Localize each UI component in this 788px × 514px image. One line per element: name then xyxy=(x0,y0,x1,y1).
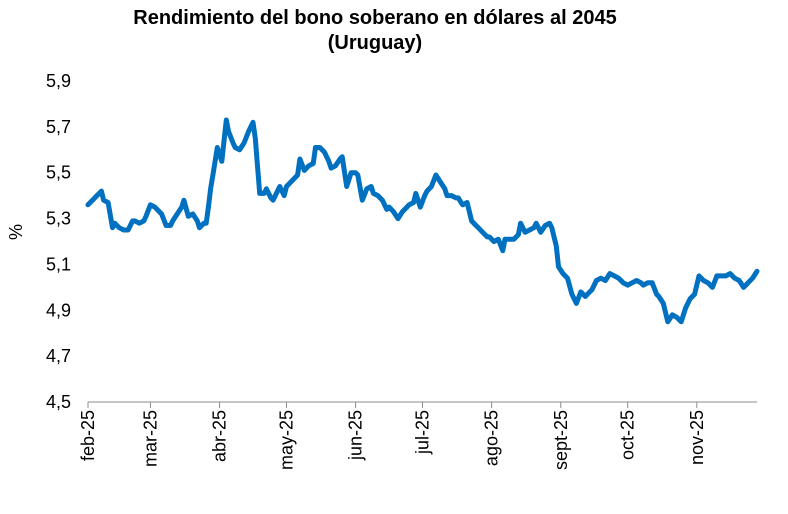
y-axis-ticks: 4,5 4,7 4,9 5,1 5,3 5,5 5,7 5,9 xyxy=(46,71,71,412)
x-tick-label: nov-25 xyxy=(687,410,707,465)
series-line xyxy=(85,117,760,325)
y-tick-label: 5,1 xyxy=(46,254,71,274)
y-tick-label: 5,9 xyxy=(46,71,71,91)
x-tick-label: abr-25 xyxy=(210,410,230,462)
chart-title: Rendimiento del bono soberano en dólares… xyxy=(133,7,617,29)
y-tick-label: 4,7 xyxy=(46,346,71,366)
y-tick-label: 4,9 xyxy=(46,300,71,320)
y-tick-label: 5,3 xyxy=(46,209,71,229)
chart-title-block: Rendimiento del bono soberano en dólares… xyxy=(0,6,750,56)
x-tick-label: feb-25 xyxy=(78,410,98,461)
y-tick-label: 4,5 xyxy=(46,392,71,412)
x-tick-label: jul-25 xyxy=(413,410,433,455)
x-tick-label: oct-25 xyxy=(618,410,638,460)
chart-subtitle: (Uruguay) xyxy=(327,32,423,54)
y-tick-label: 5,5 xyxy=(46,163,71,183)
x-tick-label: mar-25 xyxy=(140,410,160,467)
x-tick-label: sept-25 xyxy=(551,410,571,470)
y-axis-label: % xyxy=(6,224,26,240)
y-tick-label: 5,7 xyxy=(46,117,71,137)
x-tick-label: ago-25 xyxy=(482,410,502,466)
x-tick-label: may-25 xyxy=(276,410,296,470)
x-axis-ticks: feb-25 mar-25 abr-25 may-25 jun-25 jul-25 ago-… xyxy=(78,402,707,470)
x-tick-label: jun-25 xyxy=(346,410,366,461)
